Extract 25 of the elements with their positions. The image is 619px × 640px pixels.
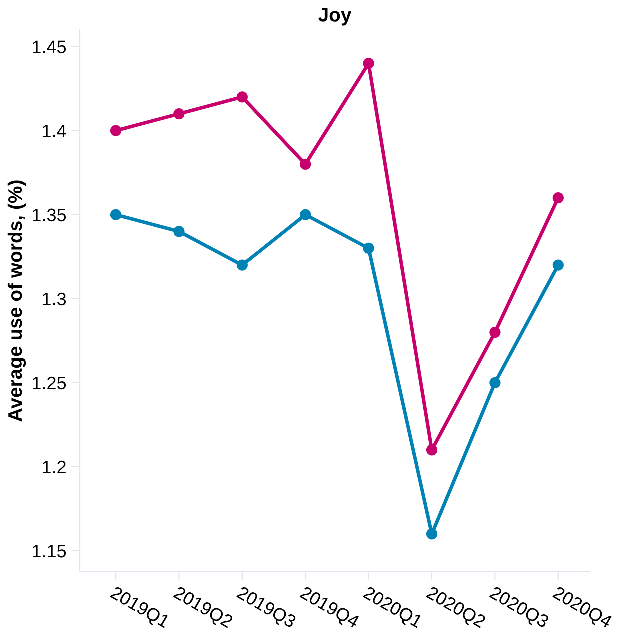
point	[236, 260, 248, 271]
point	[174, 226, 185, 238]
point	[426, 528, 438, 540]
point	[363, 58, 374, 70]
point	[426, 444, 438, 456]
point	[110, 125, 122, 136]
y-tick-label: 1.45	[33, 40, 66, 54]
point	[300, 158, 312, 170]
y-tick-label: 1.35	[33, 208, 66, 222]
y-tick-label: 1.3	[43, 292, 66, 306]
y-tick-label: 1.25	[33, 376, 66, 390]
point	[490, 377, 501, 388]
chart-title: Joy	[318, 8, 352, 26]
point	[363, 242, 374, 254]
point	[110, 209, 122, 220]
point	[490, 326, 501, 338]
point	[300, 209, 312, 220]
y-axis-title: Average use of words, (%)	[8, 180, 26, 422]
y-tick-label: 1.15	[33, 545, 66, 558]
point	[552, 260, 564, 271]
point	[236, 92, 248, 103]
point	[552, 192, 564, 204]
point	[174, 108, 185, 120]
y-tick-label: 1.4	[43, 124, 66, 138]
y-tick-label: 1.2	[43, 460, 66, 474]
